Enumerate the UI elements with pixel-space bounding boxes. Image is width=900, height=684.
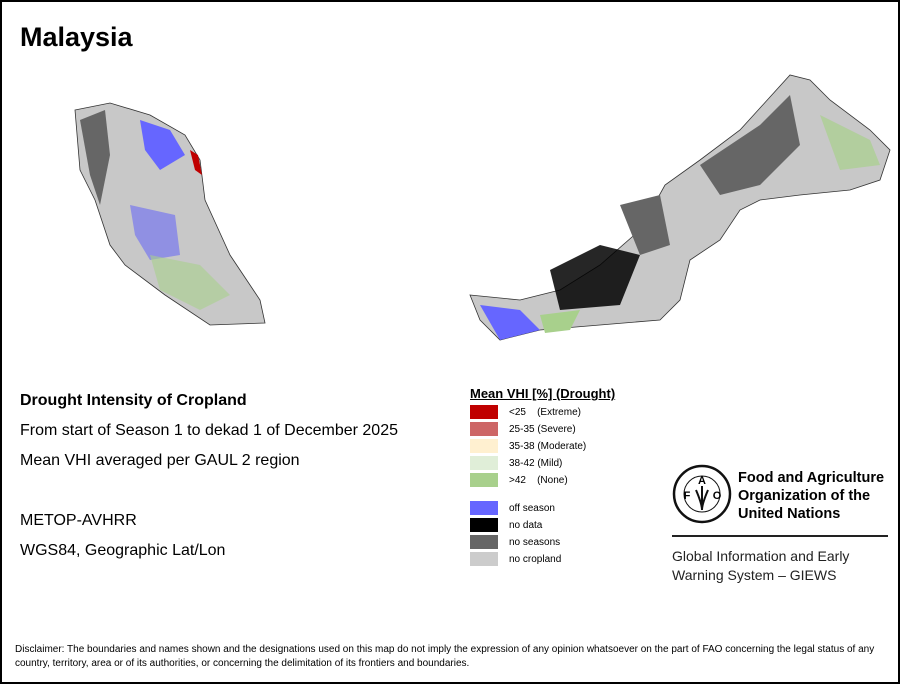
- legend-item: >42 (None): [470, 473, 568, 487]
- fao-emblem-icon: A F O: [672, 464, 732, 524]
- peninsular-malaysia: [74, 102, 266, 326]
- legend-swatch: [470, 405, 498, 419]
- disclaimer: Disclaimer: The boundaries and names sho…: [15, 644, 875, 669]
- projection-text: WGS84, Geographic Lat/Lon: [20, 542, 226, 559]
- svg-text:F: F: [684, 490, 691, 502]
- method-text: Mean VHI averaged per GAUL 2 region: [20, 452, 300, 469]
- legend-swatch: [470, 535, 498, 549]
- period-text: From start of Season 1 to dekad 1 of Dec…: [20, 422, 398, 439]
- svg-text:O: O: [713, 490, 722, 502]
- legend-item: no cropland: [470, 552, 561, 566]
- legend-item: no data: [470, 518, 542, 532]
- legend-item: off season: [470, 501, 555, 515]
- legend-swatch: [470, 439, 498, 453]
- sensor-text: METOP-AVHRR: [20, 512, 137, 529]
- malaysia-map: [74, 74, 891, 341]
- legend-item: <25 (Extreme): [470, 405, 581, 419]
- map-subtitle: Drought Intensity of Cropland: [20, 392, 247, 409]
- giews-text: Global Information and Early Warning Sys…: [672, 548, 850, 583]
- legend-swatch: [470, 501, 498, 515]
- legend-swatch: [470, 518, 498, 532]
- legend-item: 35-38 (Moderate): [470, 439, 586, 453]
- map-title: Malaysia: [20, 22, 133, 52]
- svg-text:A: A: [698, 475, 706, 487]
- legend-swatch: [470, 456, 498, 470]
- legend-item: 38-42 (Mild): [470, 456, 562, 470]
- fao-name: Food and Agriculture Organization of the…: [738, 470, 885, 522]
- legend-item: 25-35 (Severe): [470, 422, 576, 436]
- legend-item: no seasons: [470, 535, 560, 549]
- legend-swatch: [470, 422, 498, 436]
- logo-divider: [672, 535, 888, 537]
- east-malaysia: [469, 74, 891, 341]
- legend-swatch: [470, 552, 498, 566]
- legend-swatch: [470, 473, 498, 487]
- legend-title: Mean VHI [%] (Drought): [470, 386, 616, 401]
